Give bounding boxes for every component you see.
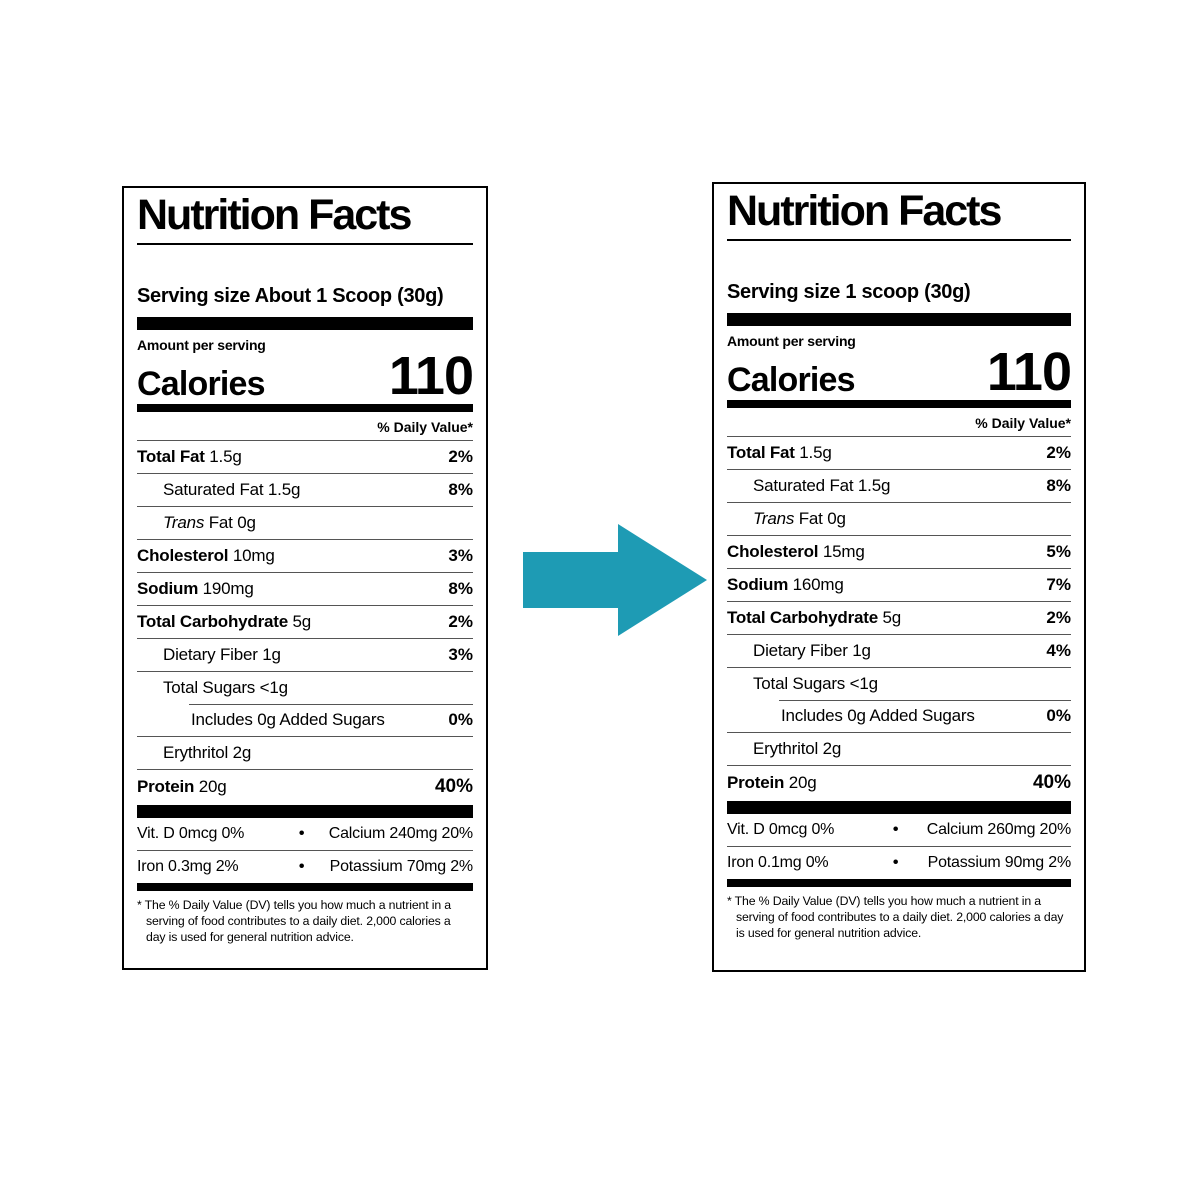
vitamin-row-1: Vit. D 0mcg 0% • Calcium 260mg 20% [727, 814, 1071, 846]
divider-bar-thick [137, 316, 473, 330]
nutrient-row-protein: Protein 20g 40% [137, 769, 473, 804]
nutrient-row-total-fat: Total Fat 1.5g 2% [727, 435, 1071, 469]
divider-bar-thick [727, 312, 1071, 326]
nutrient-row-erythritol: Erythritol 2g [727, 732, 1071, 765]
potassium-value: Potassium 90mg 2% [927, 853, 1072, 871]
nutrient-row-dietary-fiber: Dietary Fiber 1g 4% [727, 634, 1071, 667]
daily-value-footnote: * The % Daily Value (DV) tells you how m… [137, 897, 451, 945]
divider-bar-medium [137, 403, 473, 412]
before-after-arrow [523, 518, 709, 647]
nutrient-row-total-fat: Total Fat 1.5g 2% [137, 439, 473, 473]
iron-value: Iron 0.3mg 2% [137, 857, 239, 875]
vitamin-row-1: Vit. D 0mcg 0% • Calcium 240mg 20% [137, 818, 473, 850]
nutrient-row-trans-fat: Trans Fat 0g [727, 501, 1071, 535]
calcium-value: Calcium 240mg 20% [328, 824, 473, 842]
calories-row: Calories 110 [137, 346, 474, 407]
divider-bar-medium [137, 882, 473, 891]
vitamin-row-2: Iron 0.3mg 2% • Potassium 70mg 2% [137, 849, 474, 883]
daily-value-footnote: * The % Daily Value (DV) tells you how m… [727, 893, 1064, 941]
nutrition-label-after: Nutrition Facts Serving size 1 scoop (30… [712, 182, 1086, 972]
nutrient-row-sodium: Sodium 190mg 8% [137, 572, 473, 605]
calories-row: Calories 110 [727, 342, 1072, 403]
nutrient-row-sodium: Sodium 160mg 7% [727, 568, 1071, 601]
daily-value-header: % Daily Value* [377, 418, 473, 435]
calories-value: 110 [986, 342, 1072, 403]
nutrient-row-saturated-fat: Saturated Fat 1.5g 8% [137, 472, 473, 506]
nutrient-row-total-carbohydrate: Total Carbohydrate 5g 2% [137, 605, 473, 638]
iron-value: Iron 0.1mg 0% [727, 853, 829, 871]
nutrient-row-total-carbohydrate: Total Carbohydrate 5g 2% [727, 601, 1071, 634]
nutrient-row-erythritol: Erythritol 2g [137, 736, 473, 769]
nutrient-row-saturated-fat: Saturated Fat 1.5g 8% [727, 468, 1071, 502]
calories-value: 110 [388, 346, 474, 407]
serving-size: Serving size About 1 Scoop (30g) [137, 284, 444, 307]
potassium-value: Potassium 70mg 2% [329, 857, 474, 875]
nutrient-row-added-sugars: Includes 0g Added Sugars 0% [727, 700, 1071, 732]
nutrition-facts-title: Nutrition Facts [137, 193, 473, 245]
bullet-separator: • [892, 853, 899, 871]
right-arrow-icon [523, 524, 707, 636]
divider-bar-medium [727, 878, 1071, 887]
calcium-value: Calcium 260mg 20% [926, 820, 1071, 838]
divider-bar-thick [137, 804, 473, 818]
nutrition-label-before: Nutrition Facts Serving size About 1 Sco… [122, 186, 488, 970]
nutrient-row-protein: Protein 20g 40% [727, 765, 1071, 800]
bullet-separator: • [298, 824, 305, 842]
daily-value-header: % Daily Value* [975, 414, 1071, 431]
divider-bar-medium [727, 399, 1071, 408]
nutrient-row-cholesterol: Cholesterol 15mg 5% [727, 535, 1071, 568]
nutrition-facts-title: Nutrition Facts [727, 189, 1071, 241]
nutrient-row-cholesterol: Cholesterol 10mg 3% [137, 539, 473, 572]
divider-bar-thick [727, 800, 1071, 814]
nutrient-row-total-sugars: Total Sugars <1g [727, 667, 1071, 700]
nutrient-row-added-sugars: Includes 0g Added Sugars 0% [137, 704, 473, 736]
bullet-separator: • [298, 857, 305, 875]
nutrient-row-dietary-fiber: Dietary Fiber 1g 3% [137, 638, 473, 671]
vitamin-d-value: Vit. D 0mcg 0% [137, 824, 245, 842]
bullet-separator: • [892, 820, 899, 838]
right-arrow-shape [523, 524, 707, 636]
vitamin-row-2: Iron 0.1mg 0% • Potassium 90mg 2% [727, 845, 1072, 879]
serving-size: Serving size 1 scoop (30g) [727, 280, 971, 303]
calories-label: Calories [727, 360, 856, 399]
vitamin-d-value: Vit. D 0mcg 0% [727, 820, 835, 838]
amount-per-serving-label: Amount per serving [137, 336, 266, 353]
calories-label: Calories [137, 364, 266, 403]
nutrient-row-total-sugars: Total Sugars <1g [137, 671, 473, 704]
amount-per-serving-label: Amount per serving [727, 332, 856, 349]
nutrient-row-trans-fat: Trans Fat 0g [137, 505, 473, 539]
